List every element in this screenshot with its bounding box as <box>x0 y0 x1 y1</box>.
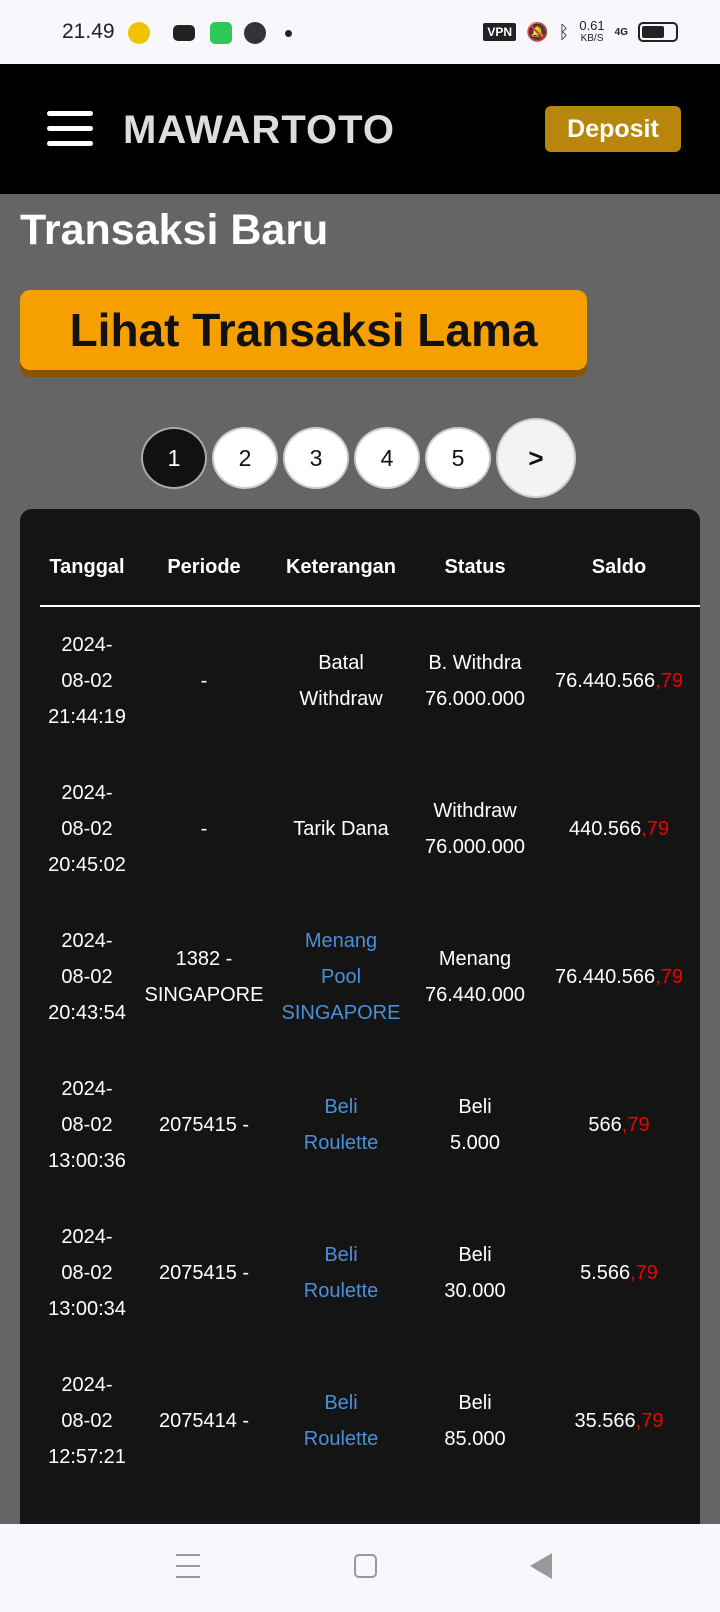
page-4-button[interactable]: 4 <box>354 427 420 489</box>
periode-cell: 2075415 - <box>158 1114 250 1136</box>
status-cell: Beli 85.000 <box>444 1392 506 1450</box>
column-header: Status <box>444 556 506 578</box>
periode-cell: 1382 - SINGAPORE <box>144 948 264 1006</box>
status-cell: B. Withdra 76.000.000 <box>424 652 526 710</box>
deposit-button[interactable]: Deposit <box>545 106 681 152</box>
page-1-button[interactable]: 1 <box>141 427 207 489</box>
periode-cell: 2075414 - <box>158 1410 250 1432</box>
youtube-icon <box>173 25 195 41</box>
vpn-icon: VPN <box>483 23 517 41</box>
date-cell: 2024- 08-02 12:57:21 <box>48 1374 126 1468</box>
clock: 21.49 <box>62 20 115 43</box>
date-cell: 2024- 08-02 21:44:19 <box>48 634 126 728</box>
saldo-cell: 566,79 <box>588 1114 650 1136</box>
header-divider <box>40 605 700 607</box>
upload-icon <box>210 22 232 44</box>
saldo-cell: 5.566,79 <box>580 1262 658 1284</box>
status-cell: Menang 76.440.000 <box>424 948 526 1006</box>
keterangan-cell[interactable]: Menang Pool SINGAPORE <box>281 930 401 1024</box>
column-header: Periode <box>167 556 241 578</box>
speed: 0.61 KB/S <box>579 18 605 44</box>
saldo-cell: 440.566,79 <box>568 818 670 840</box>
pagination: 1 2 3 4 5 > <box>141 418 576 498</box>
keterangan-cell[interactable]: Beli Roulette <box>303 1096 379 1154</box>
status-cell: Withdraw 76.000.000 <box>424 800 526 858</box>
column-header: Tanggal <box>49 556 125 578</box>
navigation-bar <box>0 1524 720 1612</box>
periode-cell: 2075415 - <box>158 1262 250 1284</box>
next-page-button[interactable]: > <box>496 418 576 498</box>
status-cell: Beli 30.000 <box>444 1244 506 1302</box>
menu-icon[interactable] <box>47 111 93 147</box>
date-cell: 2024- 08-02 13:00:34 <box>48 1226 126 1320</box>
keterangan-cell: Batal Withdraw <box>299 652 383 710</box>
saldo-cell: 35.566,79 <box>574 1410 664 1432</box>
date-cell: 2024- 08-02 20:43:54 <box>48 930 126 1024</box>
saldo-cell: 76.440.566,79 <box>555 670 683 692</box>
page-3-button[interactable]: 3 <box>283 427 349 489</box>
bluetooth-icon: ᛒ <box>558 21 570 42</box>
page-2-button[interactable]: 2 <box>212 427 278 489</box>
battery-icon <box>638 22 678 42</box>
home-icon[interactable] <box>354 1554 377 1578</box>
logo[interactable]: MAWARTOTO <box>123 108 395 152</box>
column-header: Keterangan <box>285 556 397 578</box>
page-5-button[interactable]: 5 <box>425 427 491 489</box>
back-icon[interactable] <box>530 1553 552 1579</box>
app-notification-icon <box>128 22 150 44</box>
signal-icon: 4G <box>614 26 628 38</box>
page-title: Transaksi Baru <box>20 206 329 254</box>
date-cell: 2024- 08-02 13:00:36 <box>48 1078 126 1172</box>
keterangan-cell: Tarik Dana <box>293 818 389 840</box>
keterangan-cell[interactable]: Beli Roulette <box>303 1244 379 1302</box>
mute-icon: 🔕 <box>526 21 549 42</box>
saldo-cell: 76.440.566,79 <box>555 966 683 988</box>
chrome-icon <box>244 22 266 44</box>
dot-icon <box>285 30 292 37</box>
periode-cell: - <box>200 670 208 692</box>
keterangan-cell[interactable]: Beli Roulette <box>303 1392 379 1450</box>
status-cell: Beli 5.000 <box>449 1096 501 1154</box>
status-bar: 21.49 VPN 🔕 ᛒ 0.61 KB/S 4G <box>0 0 720 64</box>
old-transactions-button[interactable]: Lihat Transaksi Lama <box>20 290 587 370</box>
transactions-table: Tanggal Periode Keterangan Status Saldo 2024-… <box>20 509 700 1524</box>
column-header: Saldo <box>591 556 647 578</box>
periode-cell: - <box>200 818 208 840</box>
date-cell: 2024- 08-02 20:45:02 <box>48 782 126 876</box>
recents-icon[interactable] <box>176 1554 200 1578</box>
